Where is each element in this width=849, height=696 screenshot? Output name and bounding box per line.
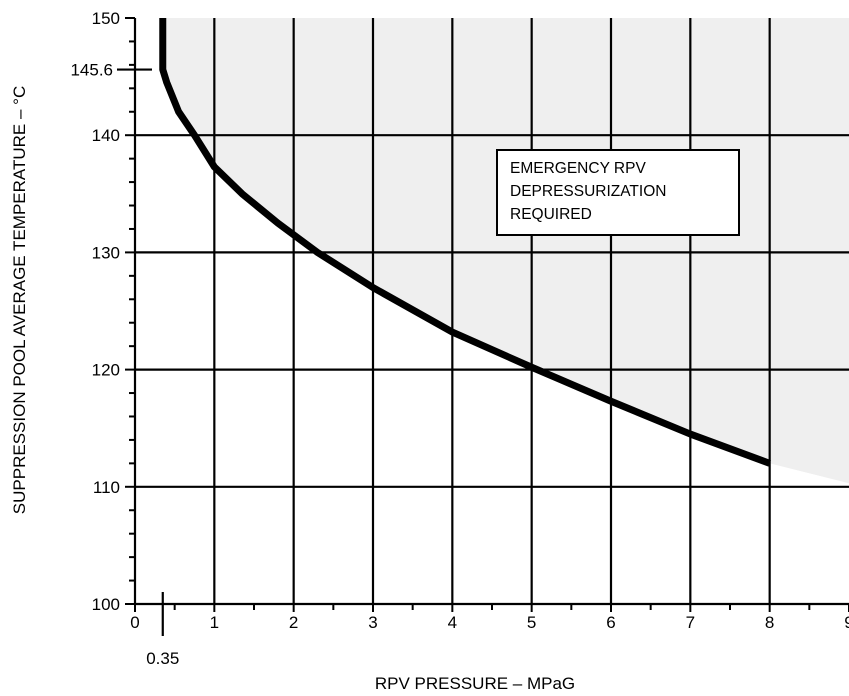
x-tick-label: 4: [448, 613, 457, 632]
y-tick-label: 130: [92, 243, 120, 262]
x-tick-label: 3: [368, 613, 377, 632]
region-label-box: [496, 149, 740, 236]
y-tick-label: 150: [92, 9, 120, 28]
x-axis-label: RPV PRESSURE – MPaG: [375, 674, 575, 693]
x-tick-label: 5: [527, 613, 536, 632]
y-tick-label: 140: [92, 126, 120, 145]
annotation-label-x: 0.35: [146, 649, 179, 668]
x-tick-label: 6: [606, 613, 615, 632]
axes: [125, 17, 849, 612]
y-tick-label: 110: [93, 478, 120, 497]
shaded-region: [162, 18, 849, 484]
x-tick-label: 9: [844, 613, 849, 632]
region-label-line: REQUIRED: [510, 206, 592, 223]
region-label-line: EMERGENCY RPV: [510, 160, 646, 177]
y-tick-label: 100: [92, 595, 120, 614]
x-tick-label: 7: [686, 613, 695, 632]
tick-labels: 0 1 2 3 4 5 6 7 8 9 100 110 120 130 140 150: [92, 9, 849, 632]
x-tick-label: 8: [765, 613, 774, 632]
annotations: 145.6 0.35: [70, 61, 179, 668]
x-tick-label: 2: [289, 613, 298, 632]
x-tick-label: 0: [130, 613, 139, 632]
x-tick-label: 1: [210, 613, 219, 632]
region-label: EMERGENCY RPV DEPRESSURIZATION REQUIRED: [496, 149, 740, 236]
y-axis-label: SUPPRESSION POOL AVERAGE TEMPERATURE – °…: [10, 86, 29, 514]
annotation-label-y: 145.6: [70, 61, 113, 80]
series-line: [159, 18, 771, 467]
grid-lines: [135, 18, 849, 604]
y-tick-label: 120: [92, 361, 120, 380]
region-label-line: DEPRESSURIZATION: [510, 183, 666, 200]
